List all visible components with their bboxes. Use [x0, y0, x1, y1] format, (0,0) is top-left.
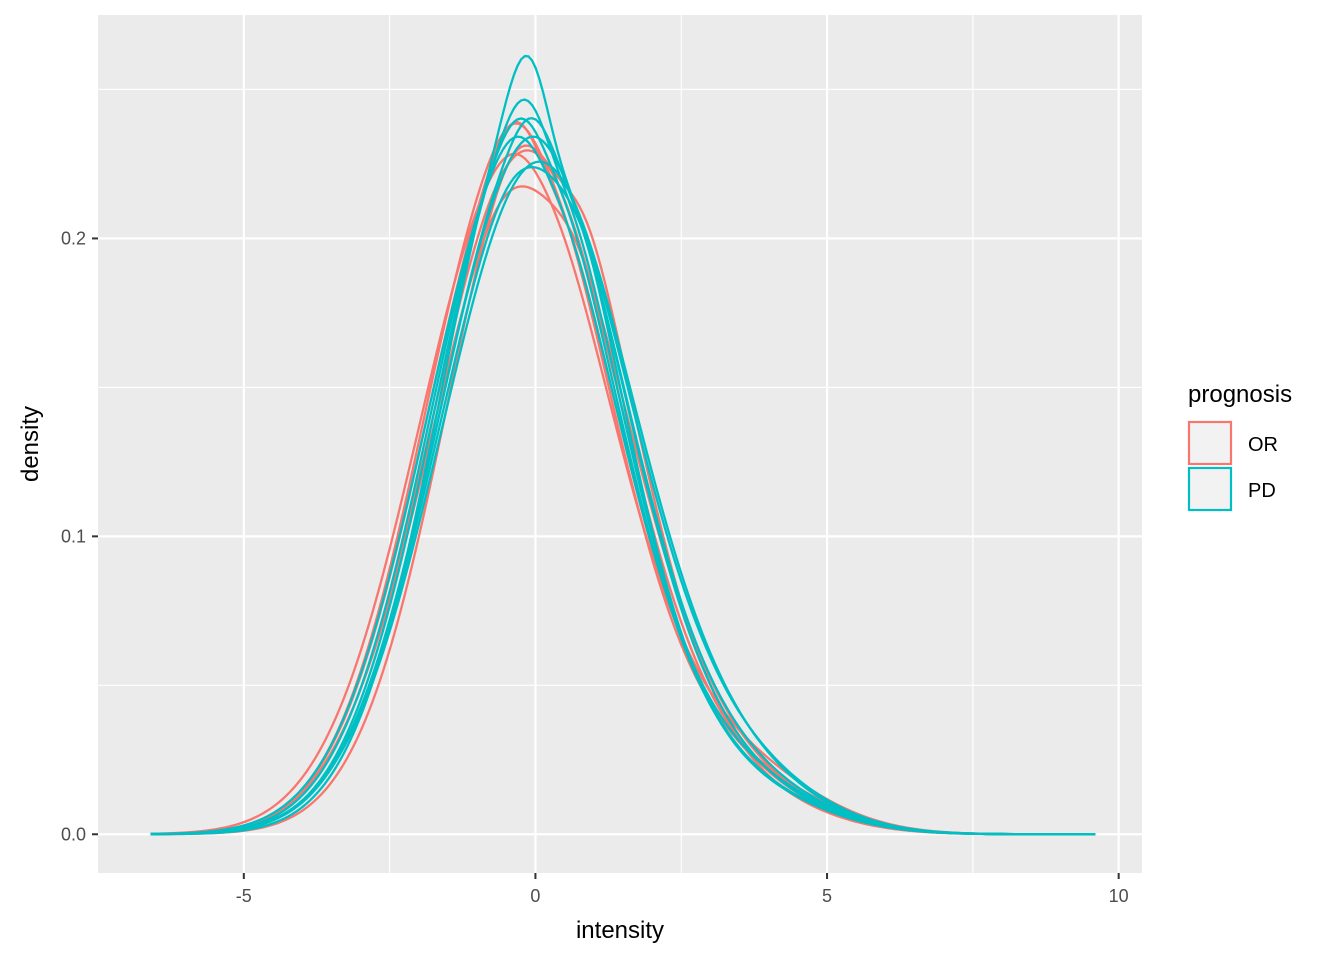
x-tick-label: 5	[822, 886, 832, 906]
x-tick-label: 0	[530, 886, 540, 906]
legend: prognosis OR PD	[1187, 381, 1292, 512]
legend-label-or: OR	[1248, 434, 1278, 456]
x-axis: -5 0 5 10	[236, 873, 1129, 906]
y-tick-label: 0.0	[61, 824, 86, 844]
y-axis: 0.0 0.1 0.2	[61, 228, 98, 844]
legend-label-pd: PD	[1248, 480, 1276, 502]
grid-minor	[98, 15, 1142, 873]
x-axis-title: intensity	[576, 917, 664, 944]
density-line-pd	[150, 116, 1096, 836]
x-tick-label: -5	[236, 886, 252, 906]
x-tick-label: 10	[1109, 886, 1129, 906]
legend-title: prognosis	[1188, 381, 1292, 408]
legend-key-or	[1187, 420, 1233, 466]
legend-key-pd	[1187, 466, 1233, 512]
y-tick-label: 0.2	[61, 228, 86, 248]
y-tick-label: 0.1	[61, 526, 86, 546]
series-layer	[150, 54, 1096, 836]
y-axis-title: density	[17, 406, 44, 482]
